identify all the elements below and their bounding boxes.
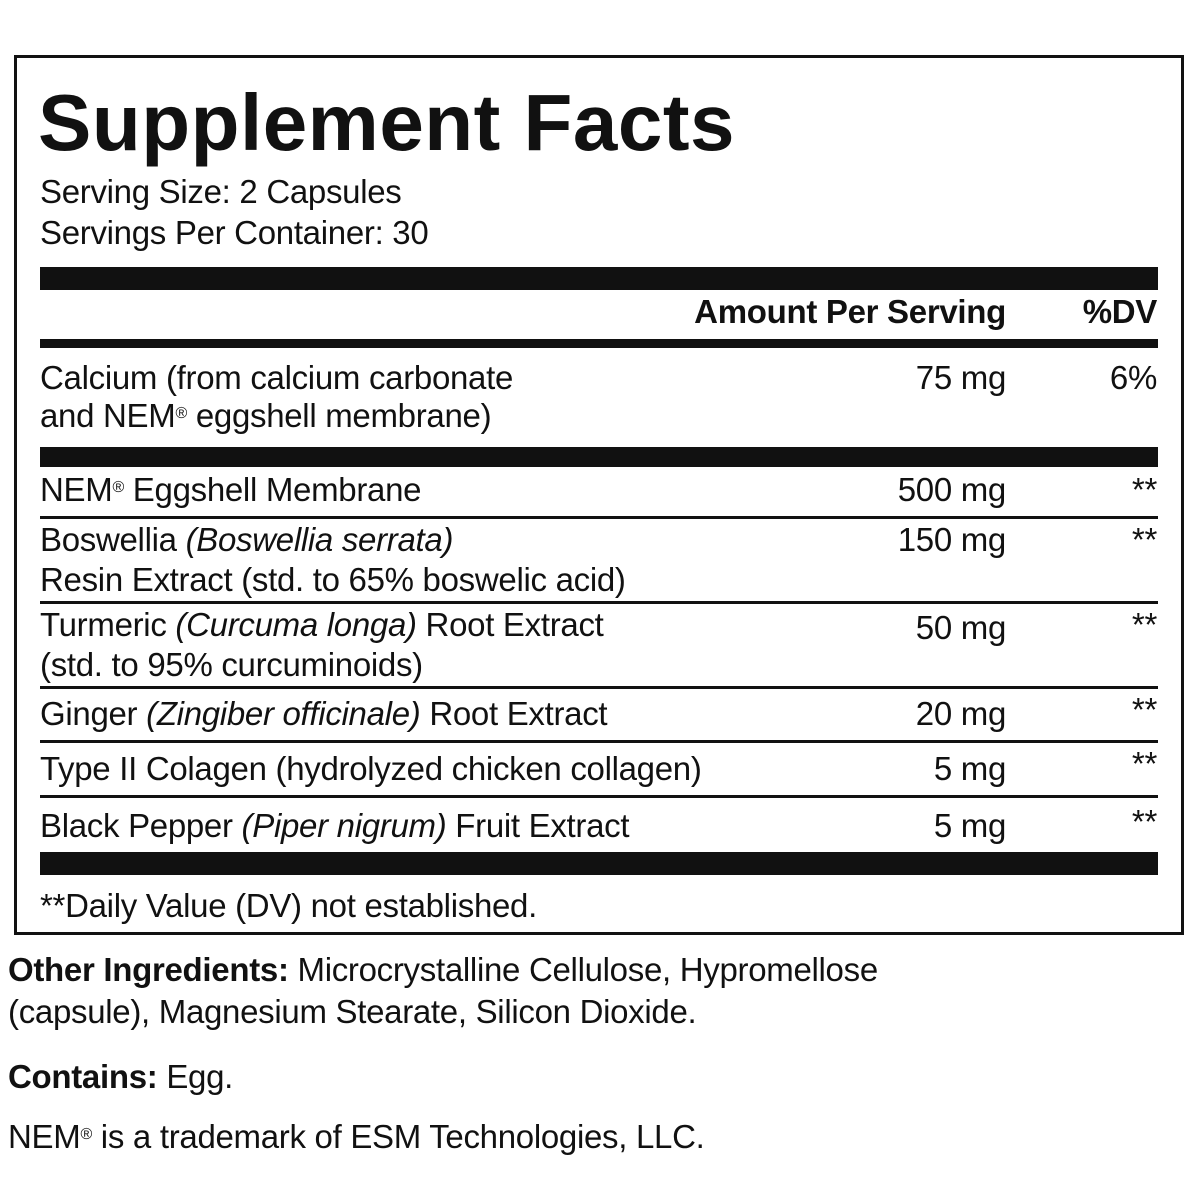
ingredient-name: Ginger (Zingiber officinale) Root Extrac… xyxy=(40,694,608,734)
registered-mark: ® xyxy=(112,479,124,496)
text: and NEM xyxy=(40,397,176,434)
trademark-notice: NEM® is a trademark of ESM Technologies,… xyxy=(8,1117,705,1157)
calcium-name: Calcium (from calcium carbonate xyxy=(40,359,514,396)
ingredient-amount: 5 mg xyxy=(933,750,1006,787)
calcium-name-line2: and NEM® eggshell membrane) xyxy=(40,396,492,436)
ingredient-dv: ** xyxy=(1131,606,1157,643)
text: Eggshell Membrane xyxy=(123,471,422,508)
supplement-facts-panel xyxy=(14,55,1184,935)
ingredient-name: Turmeric (Curcuma longa) Root Extract xyxy=(40,605,604,645)
footnote: **Daily Value (DV) not established. xyxy=(40,887,537,924)
header-amount: Amount Per Serving xyxy=(694,293,1006,330)
label: Contains: xyxy=(8,1058,158,1095)
ingredient-name: NEM® Eggshell Membrane xyxy=(40,470,422,510)
text: Turmeric xyxy=(40,606,176,643)
header-dv: %DV xyxy=(1082,293,1158,330)
ingredient-dv: ** xyxy=(1131,745,1157,782)
divider-thin xyxy=(40,516,1158,519)
text: Ginger xyxy=(40,695,147,732)
divider-medium xyxy=(40,339,1158,348)
servings-per-container: Servings Per Container: 30 xyxy=(40,214,429,251)
text: Root Extract xyxy=(416,606,604,643)
ingredient-name: Black Pepper (Piper nigrum) Fruit Extrac… xyxy=(40,806,630,846)
panel-title: Supplement Facts xyxy=(38,78,736,167)
divider-thin xyxy=(40,795,1158,798)
serving-size: Serving Size: 2 Capsules xyxy=(40,173,402,210)
contains: Contains: Egg. xyxy=(8,1057,233,1097)
latin-name: (Zingiber officinale) xyxy=(146,695,421,732)
ingredient-amount: 20 mg xyxy=(915,695,1007,732)
latin-name: (Boswellia serrata) xyxy=(185,521,454,558)
ingredient-amount: 50 mg xyxy=(915,609,1007,646)
divider-thick xyxy=(40,852,1158,875)
text: Black Pepper xyxy=(40,807,242,844)
text: Microcrystalline Cellulose, Hypromellose xyxy=(288,951,879,988)
calcium-dv: 6% xyxy=(1109,359,1157,396)
registered-mark: ® xyxy=(80,1126,92,1143)
ingredient-name-line2: (std. to 95% curcuminoids) xyxy=(40,646,423,683)
ingredient-name: Boswellia (Boswellia serrata) xyxy=(40,520,453,560)
text: Fruit Extract xyxy=(446,807,630,844)
divider-thin xyxy=(40,740,1158,743)
other-ingredients-line2: (capsule), Magnesium Stearate, Silicon D… xyxy=(8,993,697,1030)
divider-thick xyxy=(40,267,1158,290)
ingredient-amount: 5 mg xyxy=(933,807,1006,844)
text: Egg. xyxy=(157,1058,234,1095)
registered-mark: ® xyxy=(175,405,187,422)
text: NEM xyxy=(8,1118,81,1155)
ingredient-amount: 150 mg xyxy=(897,521,1007,558)
ingredient-dv: ** xyxy=(1131,803,1157,840)
ingredient-name: Type II Colagen (hydrolyzed chicken coll… xyxy=(40,750,702,787)
text: Boswellia xyxy=(40,521,186,558)
label: Other Ingredients: xyxy=(8,951,289,988)
text: eggshell membrane) xyxy=(186,397,492,434)
latin-name: (Piper nigrum) xyxy=(241,807,447,844)
divider-thick xyxy=(40,447,1158,467)
ingredient-name-line2: Resin Extract (std. to 65% boswelic acid… xyxy=(40,561,626,598)
ingredient-dv: ** xyxy=(1131,521,1157,558)
ingredient-amount: 500 mg xyxy=(897,471,1007,508)
text: Root Extract xyxy=(420,695,608,732)
divider-thin xyxy=(40,686,1158,689)
text: NEM xyxy=(40,471,113,508)
calcium-amount: 75 mg xyxy=(915,359,1007,396)
text: is a trademark of ESM Technologies, LLC. xyxy=(91,1118,705,1155)
latin-name: (Curcuma longa) xyxy=(175,606,417,643)
divider-thin xyxy=(40,601,1158,604)
ingredient-dv: ** xyxy=(1131,691,1157,728)
other-ingredients: Other Ingredients: Microcrystalline Cell… xyxy=(8,950,878,990)
ingredient-dv: ** xyxy=(1131,471,1157,508)
